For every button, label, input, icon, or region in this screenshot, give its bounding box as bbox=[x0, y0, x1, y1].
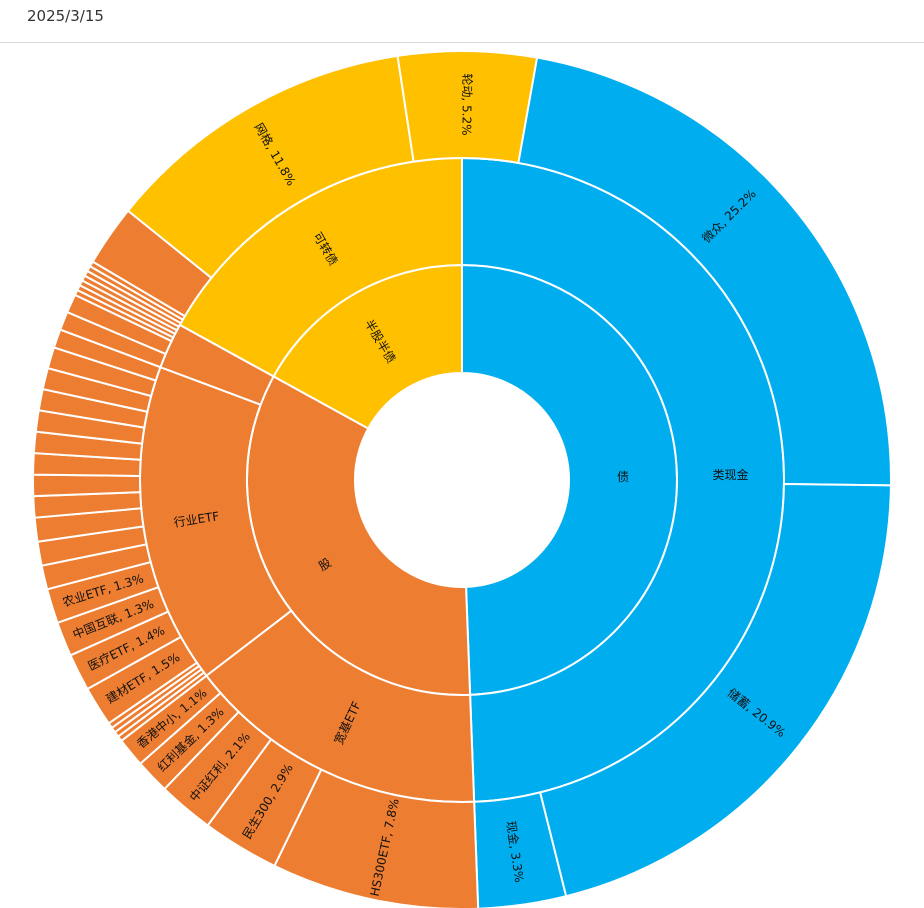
segment-L3-39[interactable] bbox=[396, 50, 539, 165]
segment-label-L1-0: 债 bbox=[617, 470, 629, 484]
header-bar: 2025/3/15 bbox=[0, 0, 924, 43]
segment-label-L2-0: 类现金 bbox=[712, 467, 748, 482]
date-label: 2025/3/15 bbox=[27, 7, 104, 25]
segment-label-L2-2: 行业ETF bbox=[173, 509, 220, 530]
segment-L3-20[interactable] bbox=[32, 473, 142, 498]
ring-level-3: 微众, 25.2%储蓄, 20.9%现金, 3.3%HS300ETF, 7.8%… bbox=[32, 49, 892, 908]
segment-label-L3-39: 轮动, 5.2% bbox=[459, 73, 474, 135]
segment-L3-0[interactable] bbox=[461, 49, 892, 487]
